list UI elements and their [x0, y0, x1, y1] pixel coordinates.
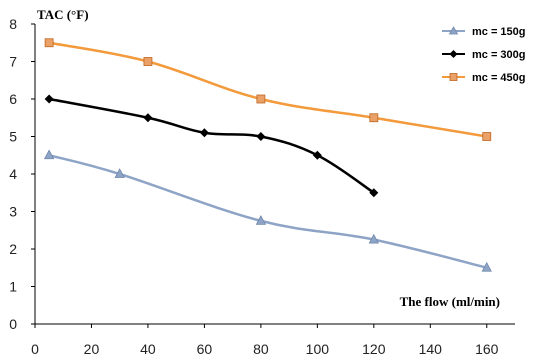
legend-entry-mc-150: mc = 150g	[442, 26, 526, 38]
legend-label-mc-150: mc = 150g	[472, 26, 526, 38]
y-tick-label: 4	[9, 166, 17, 182]
data-point	[43, 149, 55, 160]
x-tick-label: 100	[306, 341, 330, 357]
y-tick-label: 3	[9, 204, 17, 220]
y-axis-title: TAC (°F)	[37, 7, 89, 22]
data-point	[482, 132, 492, 141]
series-mc-450g	[44, 38, 492, 141]
y-tick-label: 2	[9, 241, 17, 257]
x-tick-label: 140	[419, 341, 443, 357]
legend-entry-mc-300: mc = 300g	[442, 49, 526, 61]
data-point	[44, 94, 54, 104]
y-tick-label: 1	[9, 279, 17, 295]
legend-label-mc-450: mc = 450g	[472, 72, 526, 84]
x-axis-title: The flow (ml/min)	[400, 294, 500, 309]
x-tick-label: 0	[31, 341, 39, 357]
data-point	[143, 57, 153, 66]
data-point	[256, 94, 266, 104]
legend-marker-mc-150	[448, 26, 459, 35]
axes	[34, 24, 515, 325]
legend-label-mc-300: mc = 300g	[472, 49, 526, 61]
x-tick-label: 160	[475, 341, 499, 357]
data-point	[44, 38, 54, 48]
data-point	[312, 150, 322, 160]
y-tick-label: 6	[9, 91, 17, 107]
legend-entry-mc-450: mc = 450g	[442, 72, 526, 84]
x-tick-label: 40	[140, 341, 156, 357]
data-point	[199, 128, 209, 138]
x-tick-label: 120	[362, 341, 386, 357]
y-tick-label: 8	[9, 16, 17, 32]
legend: mc = 150g mc = 300g mc = 450g	[442, 26, 526, 84]
data-point	[369, 113, 379, 123]
series-mc-150g	[43, 149, 492, 272]
data-point	[114, 168, 125, 178]
series-mc-300g	[44, 94, 379, 198]
series-line	[47, 97, 376, 194]
data-point	[143, 113, 153, 123]
data-point	[256, 132, 266, 141]
series-line	[47, 154, 489, 269]
series-layer	[43, 38, 492, 272]
tick-labels: 0 20 40 60 80 100 120 140 160 0 1 2 3 4 5 6 7 8	[9, 16, 498, 357]
data-point	[481, 261, 492, 272]
data-point	[255, 215, 267, 225]
y-tick-label: 0	[9, 316, 17, 332]
y-tick-label: 7	[9, 54, 17, 70]
x-tick-label: 60	[197, 341, 213, 357]
y-tick-label: 5	[9, 129, 17, 145]
x-tick-label: 20	[84, 341, 100, 357]
data-point	[369, 188, 379, 198]
x-tick-label: 80	[253, 341, 269, 357]
series-line	[47, 41, 489, 138]
legend-marker-mc-450	[449, 73, 458, 81]
data-point	[368, 233, 379, 244]
tick-marks	[31, 23, 488, 328]
legend-marker-mc-300	[449, 50, 458, 58]
